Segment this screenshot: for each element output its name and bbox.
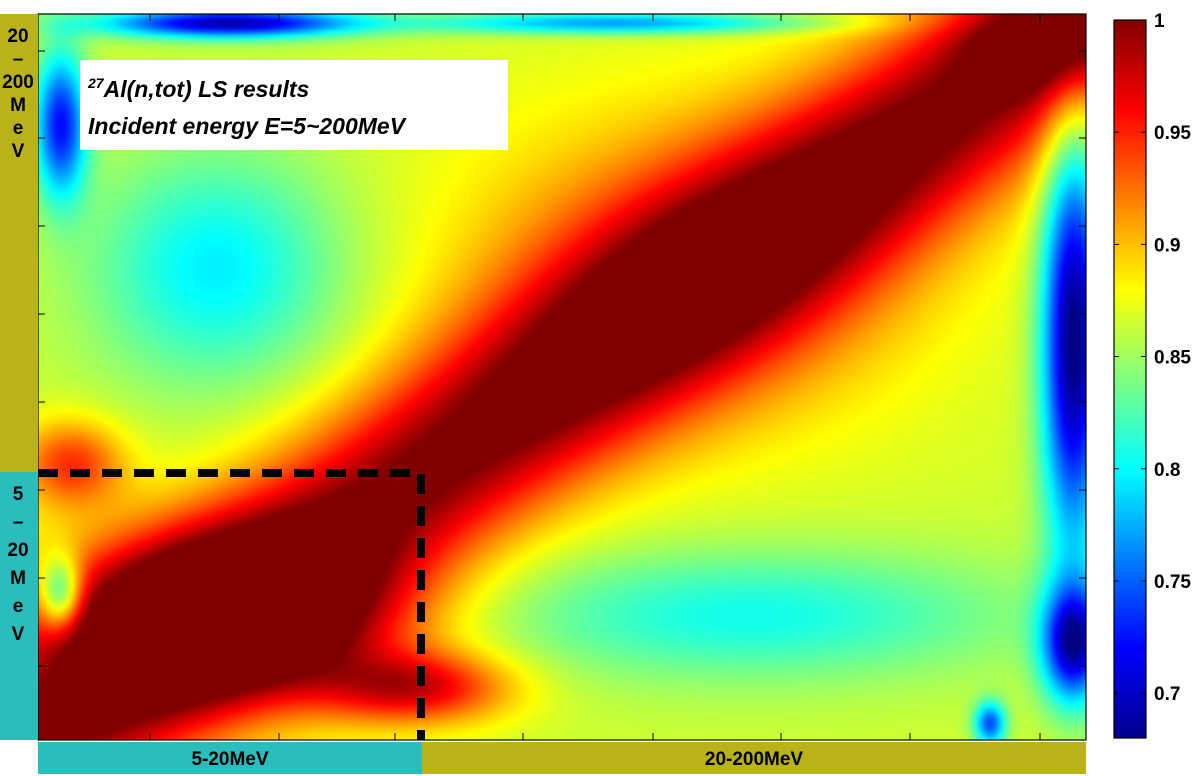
colorbar-tick-label: 0.9	[1154, 235, 1180, 256]
colorbar-tick-label: 0.75	[1154, 572, 1191, 593]
y-band-high-letter: V	[12, 141, 25, 162]
y-band-high-letter: e	[13, 118, 24, 139]
y-band-high-letter: M	[10, 95, 26, 116]
y-band-low-letter: 5	[13, 484, 24, 505]
y-band-high-letter: 200	[2, 72, 34, 93]
y-band-high-letter: –	[13, 49, 24, 70]
colorbar-tick-label: 0.95	[1154, 123, 1191, 144]
y-band-low	[0, 472, 38, 740]
title-main: Al(n,tot) LS results	[103, 76, 310, 102]
colorbar-tick-label: 0.8	[1154, 460, 1180, 481]
colorbar-tick-label: 0.7	[1154, 684, 1180, 705]
x-band-low-label: 5-20MeV	[191, 749, 268, 770]
title-background	[80, 60, 508, 150]
colorbar: 1 0.95 0.9 0.85 0.8 0.75 0.7	[1113, 11, 1191, 739]
y-band-low-letter: –	[13, 512, 24, 533]
title-superscript: 27	[87, 75, 105, 91]
y-band-low-letter: e	[13, 596, 24, 617]
colorbar-ramp	[1113, 19, 1147, 739]
region-divider	[38, 469, 425, 740]
colorbar-ticks: 1 0.95 0.9 0.85 0.8 0.75 0.7	[1114, 11, 1191, 705]
dashed-region-box	[38, 469, 425, 740]
x-group-bands: 5-20MeV 20-200MeV	[38, 742, 1086, 774]
x-band-low	[38, 742, 422, 774]
plot-ticks	[38, 14, 1086, 740]
y-band-low-letter: V	[12, 624, 25, 645]
y-band-high-letter: 20	[7, 26, 28, 47]
chart-title-line2: Incident energy E=5~200MeV	[88, 113, 407, 139]
chart-title-box: 27Al(n,tot) LS results Incident energy E…	[80, 60, 508, 150]
y-band-low-letter: M	[10, 568, 26, 589]
colorbar-tick-label: 1	[1154, 11, 1165, 32]
colorbar-tick-label: 0.85	[1154, 348, 1191, 369]
y-band-low-letter: 20	[7, 540, 28, 561]
chart-title-line1: 27Al(n,tot) LS results	[87, 75, 309, 102]
y-band-high	[0, 14, 38, 472]
x-band-high-label: 20-200MeV	[705, 749, 804, 770]
x-band-high	[422, 742, 1086, 774]
